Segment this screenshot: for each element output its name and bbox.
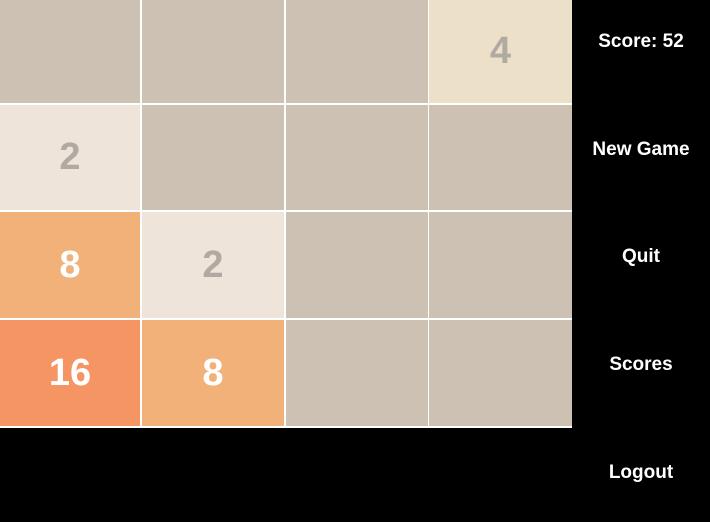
empty-tile — [142, 0, 284, 103]
tile-2: 2 — [0, 105, 140, 210]
empty-tile — [429, 105, 572, 210]
score-display: Score: 52 — [598, 31, 684, 52]
quit-button[interactable]: Quit — [622, 246, 660, 267]
tile-8: 8 — [0, 212, 140, 318]
empty-tile — [286, 105, 428, 210]
empty-tile — [429, 212, 572, 318]
game-board: 4 2 8 2 16 8 — [0, 0, 572, 428]
empty-tile — [286, 212, 428, 318]
sidebar: Score: 52 New Game Quit Scores Logout — [572, 0, 710, 522]
new-game-button[interactable]: New Game — [592, 139, 690, 160]
empty-tile — [142, 105, 284, 210]
tile-8: 8 — [142, 320, 284, 426]
tile-16: 16 — [0, 320, 140, 426]
empty-tile — [286, 320, 428, 426]
empty-tile — [429, 320, 572, 426]
tile-2: 2 — [142, 212, 284, 318]
empty-tile — [0, 0, 140, 103]
empty-tile — [286, 0, 428, 103]
tile-4: 4 — [429, 0, 572, 103]
logout-button[interactable]: Logout — [608, 462, 674, 483]
scores-button[interactable]: Scores — [609, 354, 673, 375]
